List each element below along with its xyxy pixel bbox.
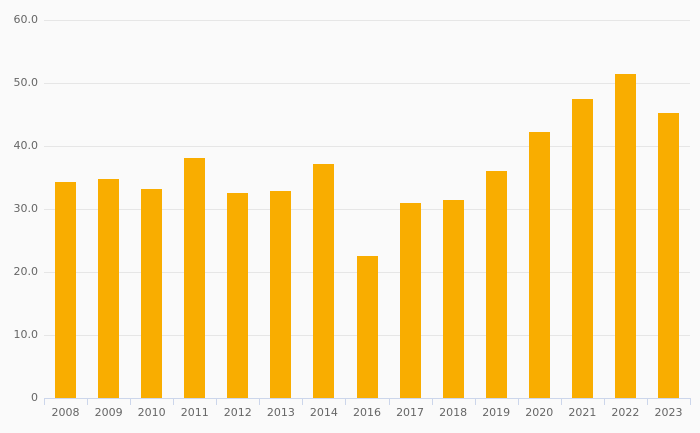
x-axis-tick xyxy=(345,399,347,405)
y-axis-tick-label: 60.0 xyxy=(13,13,39,26)
bar-2009[interactable] xyxy=(98,178,120,398)
x-axis-tick xyxy=(474,399,476,405)
x-axis-line xyxy=(44,398,691,399)
x-axis-tick xyxy=(517,399,519,405)
x-axis-tick-label: 2017 xyxy=(396,406,425,419)
bar-2016[interactable] xyxy=(356,255,378,398)
y-gridline xyxy=(44,209,690,210)
y-axis-tick-label: 50.0 xyxy=(13,76,39,89)
x-axis-tick-label: 2019 xyxy=(482,406,511,419)
x-axis-tick xyxy=(173,399,175,405)
y-gridline xyxy=(44,20,690,21)
x-axis-tick xyxy=(259,399,261,405)
bar-2019[interactable] xyxy=(485,170,507,398)
bar-2014[interactable] xyxy=(313,164,335,398)
bar-2021[interactable] xyxy=(571,98,593,398)
bar-2018[interactable] xyxy=(442,200,464,398)
x-axis-tick-label: 2020 xyxy=(525,406,554,419)
y-gridline xyxy=(44,83,690,84)
x-axis-tick-label: 2008 xyxy=(51,406,80,419)
y-axis-tick-label: 0 xyxy=(31,391,38,404)
x-axis-tick xyxy=(388,399,390,405)
bar-2022[interactable] xyxy=(614,73,636,398)
x-axis-tick xyxy=(431,399,433,405)
x-axis-tick xyxy=(87,399,89,405)
y-axis-tick-label: 40.0 xyxy=(13,139,39,152)
bar-2023[interactable] xyxy=(657,112,679,398)
bar-2020[interactable] xyxy=(528,131,550,398)
bar-2013[interactable] xyxy=(270,190,292,398)
x-axis-tick-label: 2018 xyxy=(439,406,468,419)
x-axis-tick xyxy=(603,399,605,405)
x-axis-tick xyxy=(44,399,45,405)
x-axis-tick xyxy=(130,399,132,405)
x-axis-tick xyxy=(560,399,562,405)
x-axis-tick xyxy=(216,399,218,405)
x-axis-tick xyxy=(302,399,304,405)
bar-2012[interactable] xyxy=(227,192,249,398)
x-axis-tick-label: 2011 xyxy=(180,406,209,419)
x-axis-tick-label: 2022 xyxy=(611,406,640,419)
y-axis-tick-label: 20.0 xyxy=(13,265,39,278)
x-axis-tick-label: 2023 xyxy=(654,406,683,419)
y-axis-tick-label: 30.0 xyxy=(13,202,39,215)
bar-2010[interactable] xyxy=(141,188,163,398)
bar-2008[interactable] xyxy=(55,181,77,398)
x-axis-tick xyxy=(646,399,648,405)
x-axis-tick-label: 2010 xyxy=(137,406,166,419)
x-axis-tick-label: 2021 xyxy=(568,406,597,419)
bar-2017[interactable] xyxy=(399,202,421,398)
x-axis-tick xyxy=(690,399,691,405)
bar-2011[interactable] xyxy=(184,157,206,398)
y-axis-tick-label: 10.0 xyxy=(13,328,39,341)
y-gridline xyxy=(44,146,690,147)
x-axis-tick-label: 2016 xyxy=(353,406,381,419)
x-axis-tick-label: 2012 xyxy=(223,406,252,419)
x-axis-tick-label: 2009 xyxy=(94,406,123,419)
x-axis-tick-label: 2013 xyxy=(266,406,295,419)
x-axis-tick-label: 2014 xyxy=(309,406,338,419)
